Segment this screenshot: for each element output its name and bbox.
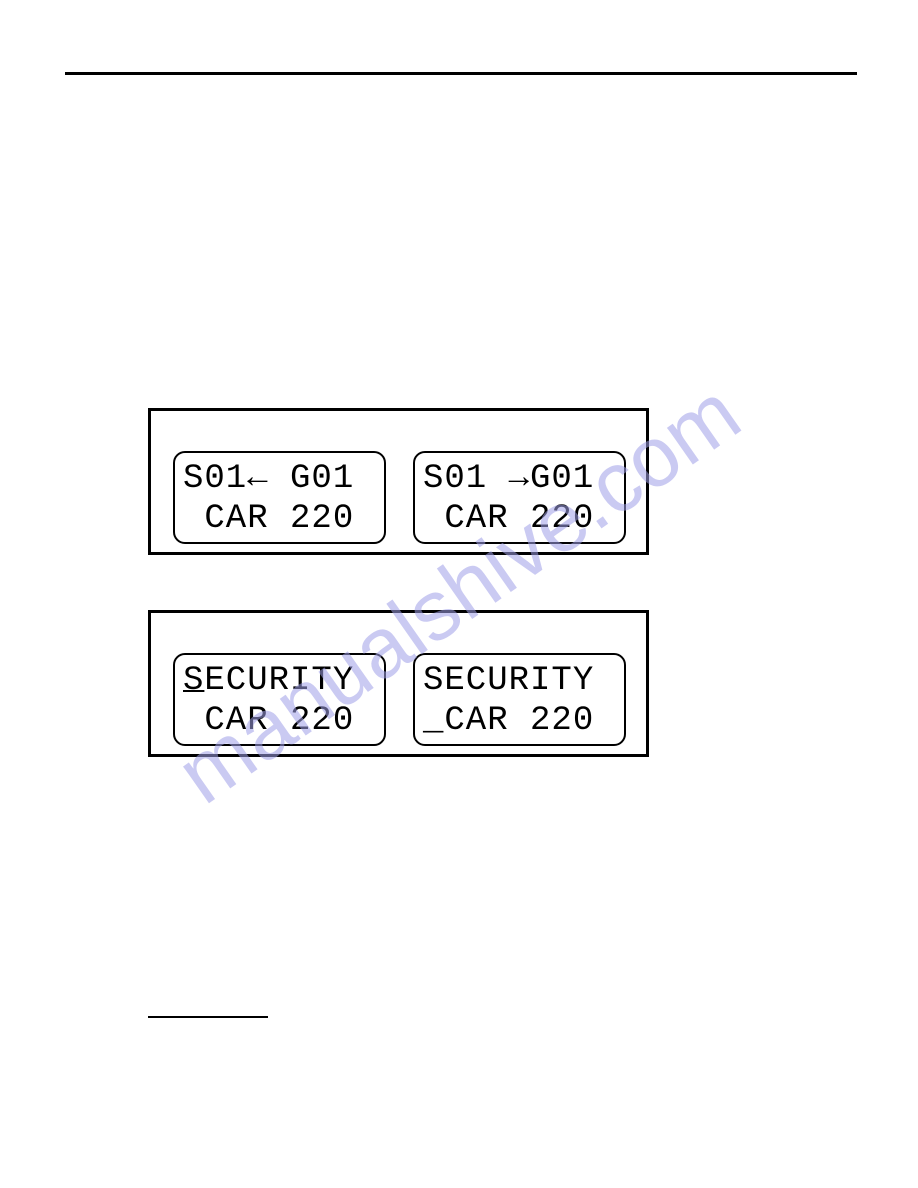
lcd-line: CAR 220 bbox=[423, 499, 594, 539]
lcd-line: CAR 220 bbox=[183, 701, 354, 741]
lcd-figure-1: S01← G01 CAR 220 S01 →G01 CAR 220 bbox=[148, 408, 649, 555]
lcd-line: S01 →G01 bbox=[423, 459, 594, 499]
short-rule bbox=[148, 1016, 268, 1018]
lcd-line: S01← G01 bbox=[183, 459, 354, 499]
lcd-panel-1b: S01 →G01 CAR 220 bbox=[413, 451, 626, 544]
lcd-line: CAR 220 bbox=[183, 499, 354, 539]
lcd-panel-2b: SECURITY _CAR 220 bbox=[413, 653, 626, 746]
lcd-figure-2: SECURITY CAR 220 SECURITY _CAR 220 bbox=[148, 610, 649, 757]
lcd-line: SECURITY bbox=[183, 661, 354, 701]
horizontal-rule bbox=[65, 72, 857, 75]
lcd-line: _CAR 220 bbox=[423, 701, 594, 741]
lcd-panel-1a: S01← G01 CAR 220 bbox=[173, 451, 386, 544]
page: { "watermark": "manualshive.com", "figur… bbox=[0, 0, 918, 1188]
lcd-panel-2a: SECURITY CAR 220 bbox=[173, 653, 386, 746]
lcd-line: SECURITY bbox=[423, 661, 594, 701]
